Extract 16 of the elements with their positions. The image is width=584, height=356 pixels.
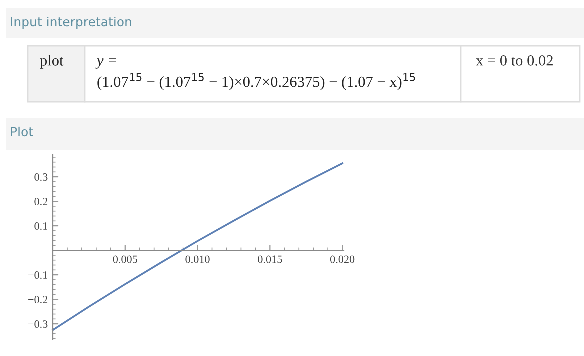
text: (1.07$^{15}$ − (1.07$^{15}$ − 1)×0.7×0.26375) − (1.07 − x)$^{15}$ xyxy=(98,73,416,90)
text: Plot xyxy=(11,126,34,137)
x-tick-label: 0.015 xyxy=(258,256,282,264)
text: Input interpretation xyxy=(11,16,132,30)
y-tick-label: −0.3 xyxy=(28,320,48,328)
text: x = 0 to 0.02 xyxy=(476,56,553,66)
y-tick-label: 0.2 xyxy=(34,198,48,206)
x-tick-label: 0.005 xyxy=(113,256,138,264)
x-tick-label: 0.010 xyxy=(186,256,210,264)
y-tick-label: −0.1 xyxy=(28,272,48,280)
y-tick-label: 0.3 xyxy=(34,174,48,182)
y-tick-label: 0.1 xyxy=(34,222,48,230)
x-tick-label: 0.020 xyxy=(330,256,355,264)
text: y = xyxy=(96,58,116,69)
y-tick-label: −0.2 xyxy=(28,296,48,304)
text: plot xyxy=(40,55,64,69)
